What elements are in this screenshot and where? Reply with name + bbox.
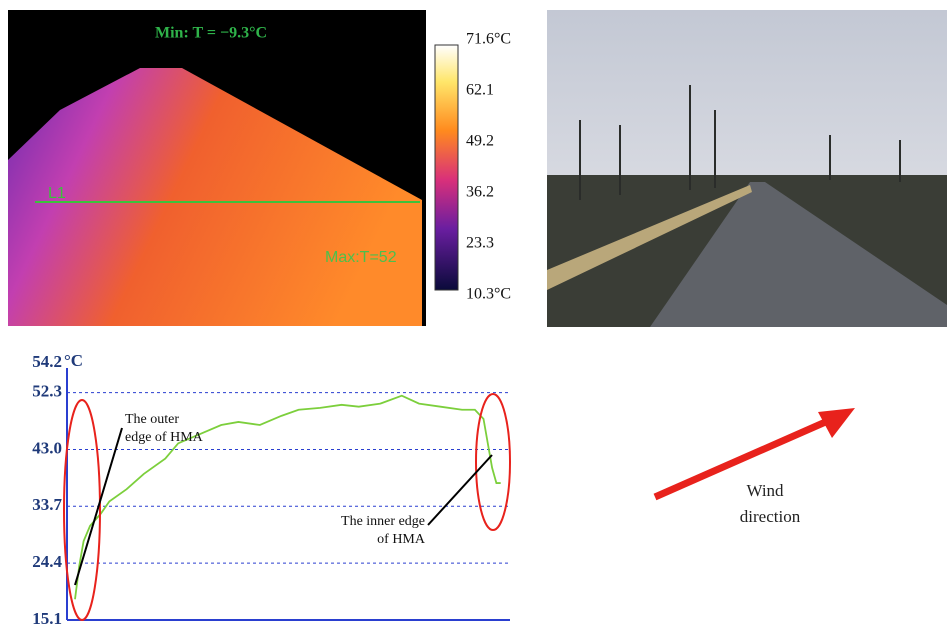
annotation-text: The outer xyxy=(125,412,179,427)
y-tick-label: 15.1 xyxy=(32,609,62,628)
scale-label: 71.6°C xyxy=(466,31,511,48)
y-axis-top-label: 54.2 xyxy=(32,352,62,371)
y-tick-label: 52.3 xyxy=(32,382,62,401)
scale-label: 49.2 xyxy=(466,133,494,150)
scale-label: 23.3 xyxy=(466,235,494,252)
wind-arrow xyxy=(655,420,830,497)
scale-label: 10.3°C xyxy=(466,286,511,303)
annotation-text: edge of HMA xyxy=(125,430,204,445)
max-label: Max:T=52 xyxy=(325,249,397,266)
annotation-text: The inner edge xyxy=(341,514,425,529)
scale-label: 62.1 xyxy=(466,82,494,99)
color-bar xyxy=(435,45,458,290)
line-label: L1 xyxy=(48,185,66,202)
scale-label: 36.2 xyxy=(466,184,494,201)
annotation-ellipse xyxy=(64,400,100,620)
page: Min: T = −9.3°C L1 Max:T=52 71.6°C 62.1 49… xyxy=(0,0,947,630)
y-tick-label: 43.0 xyxy=(32,438,62,457)
annotation-ellipse xyxy=(476,394,510,530)
y-tick-label: 33.7 xyxy=(32,495,62,514)
min-label: Min: T = −9.3°C xyxy=(155,25,267,42)
y-axis-unit: °C xyxy=(64,351,83,370)
y-tick-label: 24.4 xyxy=(32,552,62,571)
wind-label: Wind xyxy=(746,481,784,500)
wind-label: direction xyxy=(740,507,801,526)
figure: Min: T = −9.3°C L1 Max:T=52 71.6°C 62.1 49… xyxy=(0,0,947,630)
annotation-text: of HMA xyxy=(377,532,426,547)
